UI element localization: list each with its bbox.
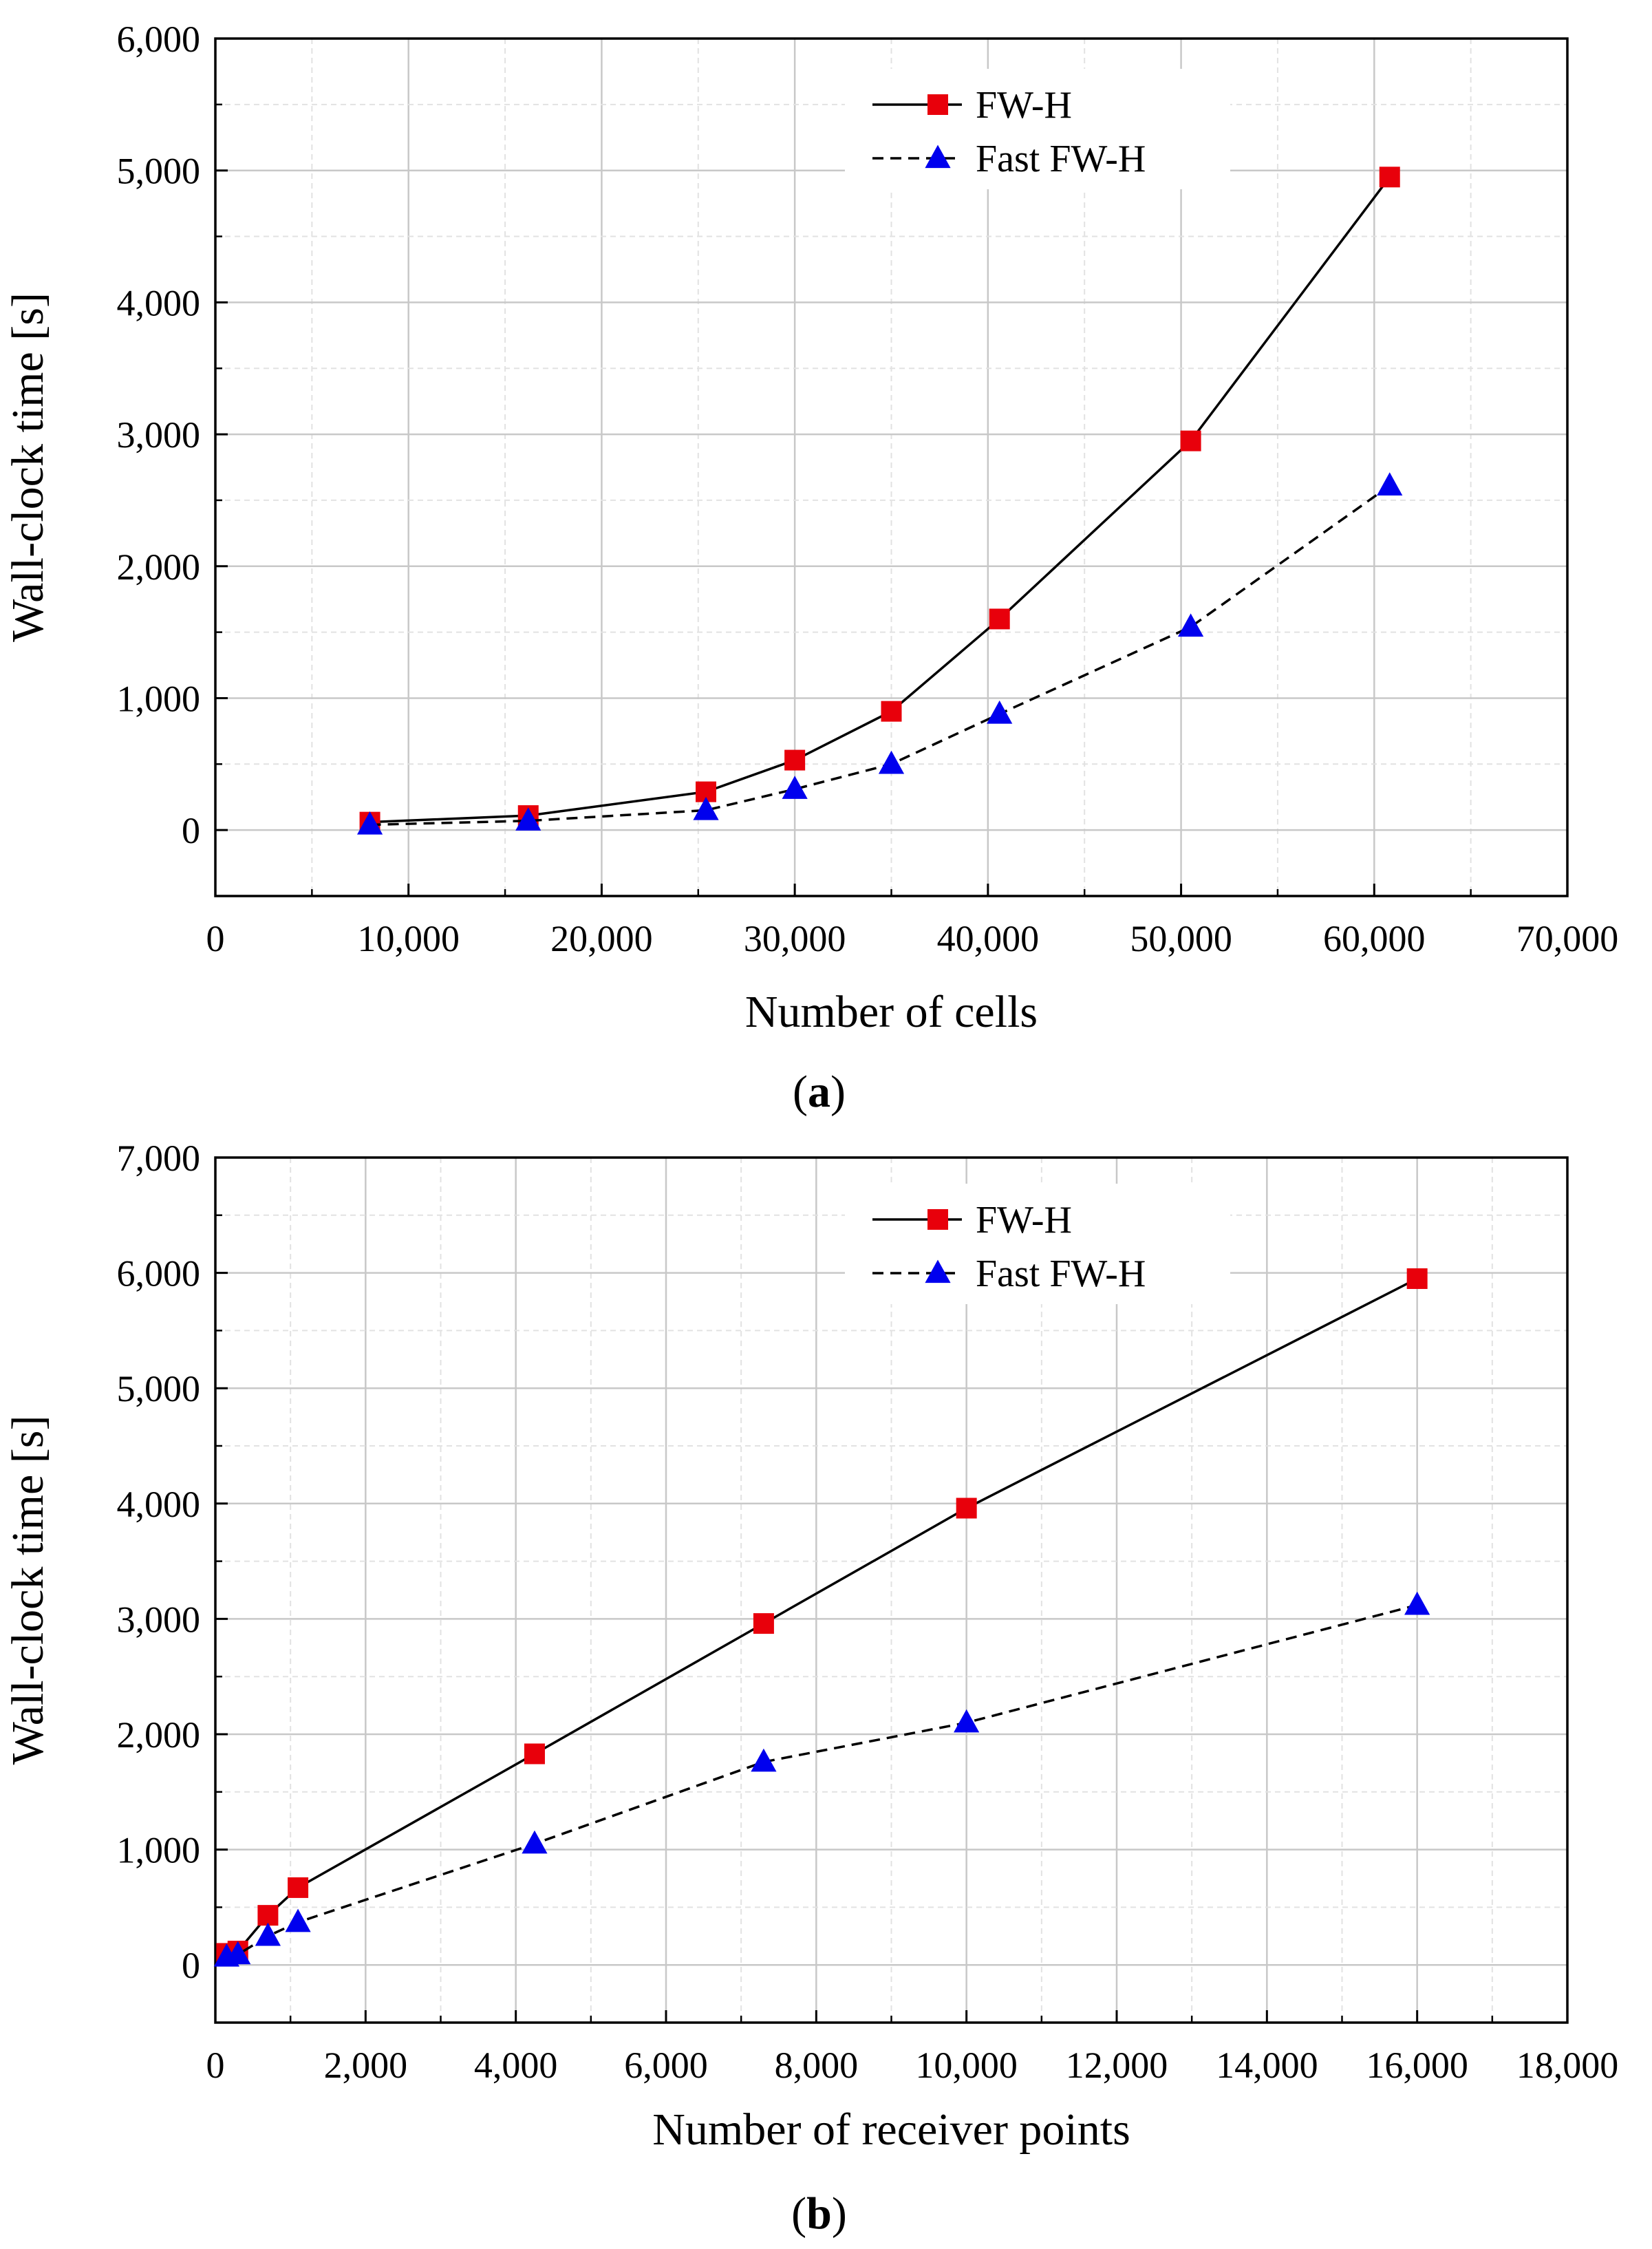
y-tick-label: 3,000 bbox=[117, 1599, 201, 1640]
y-tick-label: 1,000 bbox=[117, 1830, 201, 1871]
legend-box bbox=[845, 69, 1230, 189]
x-tick-label: 6,000 bbox=[624, 2045, 708, 2086]
fwh-marker bbox=[881, 701, 902, 722]
legend-box bbox=[845, 1184, 1230, 1304]
x-tick-label: 14,000 bbox=[1216, 2045, 1318, 2086]
fwh-line bbox=[369, 176, 1391, 824]
fwh-marker bbox=[288, 1877, 309, 1898]
x-tick-label: 8,000 bbox=[775, 2045, 859, 2086]
panel-label: (a) bbox=[793, 1067, 846, 1117]
y-axis: 0 1,000 2,000 3,000 4,000 5,000 6,000 7,000 bbox=[117, 1138, 228, 1986]
fast-fwh-marker bbox=[925, 145, 951, 169]
x-tick-label: 10,000 bbox=[915, 2045, 1018, 2086]
panel-label: (b) bbox=[791, 2188, 847, 2239]
legend: FW-H Fast FW-H bbox=[845, 69, 1230, 189]
y-axis-title: Wall-clock time [s] bbox=[3, 292, 53, 642]
x-tick-label: 18,000 bbox=[1516, 2045, 1619, 2086]
fwh-marker bbox=[753, 1613, 774, 1634]
y-tick-label: 4,000 bbox=[117, 282, 201, 323]
fast-fwh-marker bbox=[1404, 1591, 1430, 1615]
fwh-marker bbox=[1406, 1268, 1428, 1289]
x-axis-title: Number of cells bbox=[745, 987, 1038, 1037]
fast-fwh-marker bbox=[515, 807, 541, 831]
x-tick-label: 30,000 bbox=[744, 918, 846, 959]
legend-fast-fwh-label: Fast FW-H bbox=[976, 138, 1146, 180]
legend-fast-fwh-label: Fast FW-H bbox=[976, 1253, 1146, 1295]
y-axis: 0 1,000 2,000 3,000 4,000 5,000 6,000 bbox=[117, 19, 228, 851]
legend-fwh-label: FW-H bbox=[976, 84, 1072, 127]
fwh-marker bbox=[524, 1743, 545, 1765]
fast-fwh-marker bbox=[954, 1709, 980, 1733]
series-fwh bbox=[216, 1268, 1428, 1964]
x-tick-label: 70,000 bbox=[1516, 918, 1619, 959]
legend-fwh-label: FW-H bbox=[976, 1199, 1072, 1241]
x-tick-label: 0 bbox=[206, 2045, 225, 2086]
x-tick-label: 20,000 bbox=[550, 918, 653, 959]
x-tick-label: 16,000 bbox=[1366, 2045, 1468, 2086]
fast-fwh-marker bbox=[522, 1830, 548, 1854]
x-tick-label: 50,000 bbox=[1130, 918, 1232, 959]
y-tick-label: 4,000 bbox=[117, 1484, 201, 1525]
grid bbox=[215, 1158, 1567, 2023]
fwh-marker bbox=[927, 94, 948, 115]
fast-fwh-marker bbox=[255, 1922, 281, 1946]
x-axis: 0 2,000 4,000 6,000 8,000 10,000 12,000 14,000 1… bbox=[206, 2010, 1619, 2086]
y-tick-label: 0 bbox=[182, 810, 200, 851]
y-tick-label: 5,000 bbox=[117, 1368, 201, 1409]
fast-fwh-marker bbox=[693, 796, 719, 820]
x-tick-label: 0 bbox=[206, 918, 225, 959]
legend: FW-H Fast FW-H bbox=[845, 1184, 1230, 1304]
fast-fwh-marker bbox=[925, 1259, 951, 1283]
fast-fwh-marker bbox=[782, 776, 808, 799]
fast-fwh-line bbox=[369, 484, 1391, 827]
x-tick-label: 60,000 bbox=[1323, 918, 1426, 959]
fast-fwh-marker bbox=[987, 700, 1013, 724]
chart-b: 0 2,000 4,000 6,000 8,000 10,000 12,000 14,000 1… bbox=[3, 1138, 1618, 2239]
y-tick-label: 6,000 bbox=[117, 1253, 201, 1294]
series-fast-fwh bbox=[356, 472, 1403, 835]
fast-fwh-marker bbox=[1377, 472, 1403, 496]
series-fast-fwh bbox=[213, 1591, 1430, 1967]
fwh-marker bbox=[927, 1209, 948, 1230]
x-tick-label: 4,000 bbox=[474, 2045, 558, 2086]
fast-fwh-marker bbox=[225, 1941, 251, 1965]
fwh-marker bbox=[1379, 167, 1400, 188]
fwh-marker bbox=[989, 608, 1010, 630]
y-tick-label: 6,000 bbox=[117, 19, 201, 60]
fwh-marker bbox=[956, 1497, 977, 1519]
x-tick-label: 40,000 bbox=[937, 918, 1040, 959]
y-tick-label: 5,000 bbox=[117, 151, 201, 192]
fwh-marker bbox=[1180, 430, 1201, 451]
fwh-line bbox=[226, 1277, 1418, 1955]
x-tick-label: 12,000 bbox=[1066, 2045, 1168, 2086]
fast-fwh-marker bbox=[878, 750, 905, 774]
x-tick-label: 2,000 bbox=[324, 2045, 408, 2086]
y-tick-label: 7,000 bbox=[117, 1138, 201, 1179]
fwh-marker bbox=[784, 749, 806, 771]
y-tick-label: 3,000 bbox=[117, 414, 201, 456]
y-tick-label: 2,000 bbox=[117, 1714, 201, 1756]
fast-fwh-marker bbox=[285, 1908, 311, 1932]
fast-fwh-marker bbox=[1178, 613, 1204, 637]
x-axis-title: Number of receiver points bbox=[652, 2104, 1130, 2155]
fast-fwh-marker bbox=[751, 1748, 777, 1772]
fwh-marker bbox=[257, 1905, 279, 1926]
y-tick-label: 0 bbox=[182, 1945, 200, 1986]
y-axis-title: Wall-clock time [s] bbox=[3, 1416, 53, 1765]
y-tick-label: 2,000 bbox=[117, 546, 201, 588]
chart-a: 0 10,000 20,000 30,000 40,000 50,000 60,000 70,… bbox=[3, 19, 1618, 1117]
x-tick-label: 10,000 bbox=[357, 918, 460, 959]
fast-fwh-marker bbox=[356, 811, 383, 835]
fast-fwh-line bbox=[226, 1603, 1418, 1959]
y-tick-label: 1,000 bbox=[117, 678, 201, 719]
x-axis: 0 10,000 20,000 30,000 40,000 50,000 60,000 70,… bbox=[206, 884, 1619, 959]
